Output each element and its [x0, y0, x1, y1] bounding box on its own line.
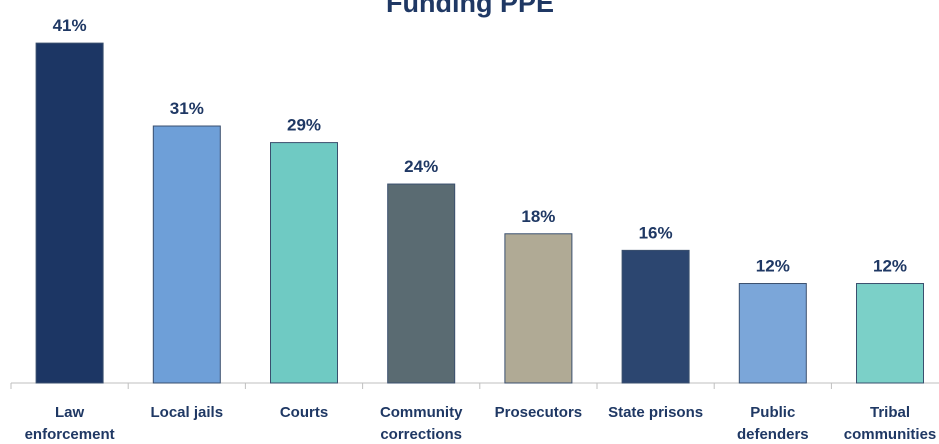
- x-tick-label: Local jails: [150, 404, 224, 421]
- bar: [152, 125, 221, 384]
- bar: [270, 142, 338, 384]
- value-label: 24%: [404, 157, 438, 176]
- bar: [35, 42, 104, 384]
- value-label: 16%: [639, 223, 673, 242]
- value-label: 31%: [170, 99, 204, 118]
- value-label: 12%: [756, 257, 790, 276]
- bar: [387, 183, 456, 384]
- bar: [504, 233, 573, 384]
- value-label: 12%: [873, 257, 907, 276]
- bar: [856, 283, 924, 384]
- x-tick-label: Courts: [279, 404, 329, 421]
- x-tick-label: Law enforcement: [24, 404, 115, 443]
- bar: [621, 249, 690, 384]
- x-tick-label: Public defenders: [736, 404, 809, 443]
- value-label: 41%: [53, 16, 87, 35]
- x-tick-label: Community corrections: [379, 404, 463, 443]
- x-tick-label: Prosecutors: [494, 404, 583, 421]
- value-label: 29%: [287, 116, 321, 135]
- chart-title: Funding PPE: [386, 0, 554, 18]
- value-label: 18%: [521, 207, 555, 226]
- bar: [738, 283, 807, 384]
- x-tick-label: Tribal communities: [843, 404, 937, 443]
- x-tick-label: State prisons: [608, 404, 704, 421]
